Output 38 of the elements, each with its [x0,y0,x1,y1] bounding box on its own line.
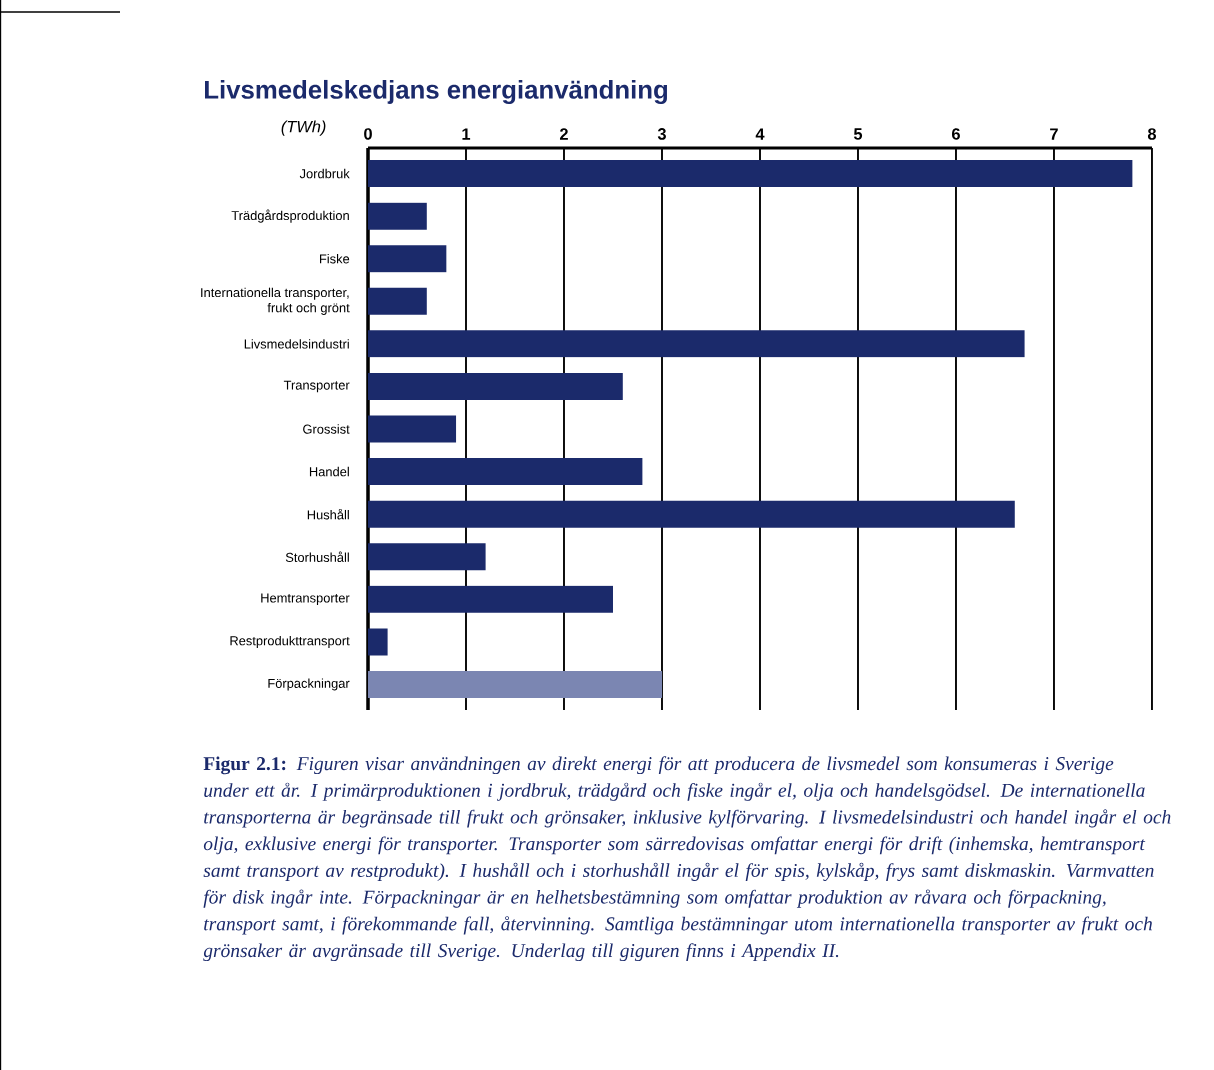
text: Figur 2.1: Figuren visar användningen av direkt energi för att producera de livsmedel som konsumeras i Sverige under ett år. I primärproduktionen i jordbruk, trädgård och fiske ingår el, olja och handelsgödsel. De internationella transporterna är begränsade till frukt och grönsaker, inklusive kylförvaring. I livsmedelsindustri och handel ingår el och olja, exklusive energi för transporter. Transporter som särredovisas omfattar energi för drift (inhemska, hemtransport samt transport av restprodukt). I hushåll och i storhushåll ingår el för spis, kylskåp, frys samt diskmaskin. Varmvatten för disk ingår inte. Förpackningar är en helhetsbestämning som omfattar produktion av råvara och förpackning, transport samt, i förekommande fall, återvinning. Samtliga bestämningar utom internationella transporter av frukt och grönsaker är avgränsade till Sverige. Underlag till giguren finns i Appendix II. [203,756,1171,962]
bar [368,415,457,443]
y-tick-label: Livsmedelsindustri [244,339,349,349]
bar [368,670,662,698]
x-tick-label: 0 [364,128,372,140]
x-tick-label: 8 [1147,128,1157,140]
x-tick-label: 6 [952,128,960,140]
bar [368,287,427,315]
y-tick-label: Grossist [303,424,350,434]
x-tick-label: 1 [462,128,471,140]
y-tick-label: Restprodukttransport [230,635,350,648]
y-tick-label: Hemtransporter [261,593,350,606]
y-tick-label: Storhushåll [285,551,349,562]
y-tick-label: Fiske [320,253,350,264]
y-tick-label: Trädgårdsproduktion [231,209,349,223]
bar [368,330,1025,358]
bar [368,543,486,571]
bar [368,202,427,230]
chart-title: Livsmedelskedjans energianvändning [205,79,668,105]
y-tick-label: Transporter [283,380,350,393]
x-axis-title: (TWh) [281,120,326,136]
y-tick-label: Hushåll [307,508,349,520]
bar [368,628,388,656]
x-tick-label: 3 [657,128,666,140]
bar [368,245,447,273]
bar [368,585,613,613]
y-tick-label: Jordbruk [299,168,350,179]
x-tick-label: 4 [755,128,765,140]
x-tick-label: 5 [853,128,863,140]
y-tick-label: Förpackningar [268,678,350,691]
bar [368,372,623,400]
bar [368,458,643,486]
y-tick-label: Handel [309,466,349,477]
x-tick-label: 7 [1050,128,1058,140]
bar [368,500,1015,528]
y-tick-label: Internationella transporter, frukt och grönt [201,287,350,315]
bar [368,160,1133,188]
x-tick-label: 2 [559,128,568,140]
